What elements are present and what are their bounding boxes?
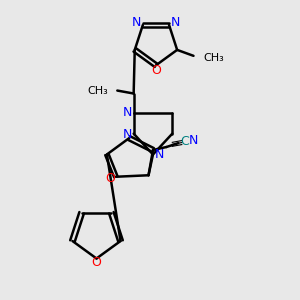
Text: C: C — [180, 136, 189, 148]
Text: N: N — [122, 106, 132, 119]
Text: N: N — [132, 16, 142, 29]
Text: O: O — [151, 64, 161, 77]
Text: N: N — [123, 128, 132, 141]
Text: CH₃: CH₃ — [203, 53, 224, 63]
Text: N: N — [170, 16, 180, 29]
Text: N: N — [189, 134, 198, 147]
Text: O: O — [106, 172, 116, 185]
Text: O: O — [92, 256, 101, 269]
Text: N: N — [155, 148, 164, 161]
Text: CH₃: CH₃ — [87, 85, 108, 96]
